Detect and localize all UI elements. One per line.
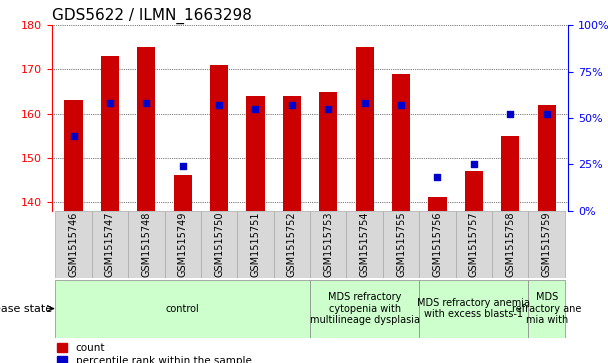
Text: GSM1515753: GSM1515753 <box>323 211 333 277</box>
Point <box>542 111 551 117</box>
Point <box>287 102 297 108</box>
Text: GDS5622 / ILMN_1663298: GDS5622 / ILMN_1663298 <box>52 8 252 24</box>
Point <box>105 100 115 106</box>
Point <box>250 106 260 112</box>
Point <box>469 161 478 167</box>
Point <box>69 134 78 139</box>
Bar <box>537 105 556 211</box>
Bar <box>165 211 201 278</box>
Bar <box>283 96 301 211</box>
Bar <box>465 171 483 211</box>
Bar <box>92 211 128 278</box>
Bar <box>429 197 446 211</box>
Bar <box>310 211 347 278</box>
Bar <box>420 280 528 338</box>
Text: GSM1515751: GSM1515751 <box>250 211 260 277</box>
Text: GSM1515747: GSM1515747 <box>105 211 115 277</box>
Text: MDS refractory
cytopenia with
multilineage dysplasia: MDS refractory cytopenia with multilinea… <box>309 292 420 325</box>
Bar <box>101 56 119 211</box>
Text: GSM1515759: GSM1515759 <box>542 211 551 277</box>
Point <box>360 100 370 106</box>
Text: disease state: disease state <box>0 303 52 314</box>
Point <box>433 174 443 180</box>
Bar <box>128 211 165 278</box>
Point <box>323 106 333 112</box>
Text: GSM1515756: GSM1515756 <box>432 211 443 277</box>
Point <box>396 102 406 108</box>
Bar <box>55 211 92 278</box>
Bar <box>455 211 492 278</box>
Bar <box>64 100 83 211</box>
Text: GSM1515750: GSM1515750 <box>214 211 224 277</box>
Bar <box>383 211 420 278</box>
Legend: count, percentile rank within the sample: count, percentile rank within the sample <box>57 343 252 363</box>
Point <box>178 163 187 169</box>
Bar <box>274 211 310 278</box>
Bar <box>137 48 156 211</box>
Text: GSM1515749: GSM1515749 <box>178 211 188 277</box>
Text: GSM1515746: GSM1515746 <box>69 211 78 277</box>
Text: GSM1515757: GSM1515757 <box>469 211 479 277</box>
Bar <box>501 136 519 211</box>
Bar <box>528 211 565 278</box>
Bar <box>492 211 528 278</box>
Bar <box>201 211 237 278</box>
Bar <box>356 48 374 211</box>
Text: GSM1515755: GSM1515755 <box>396 211 406 277</box>
Text: GSM1515748: GSM1515748 <box>141 211 151 277</box>
Text: GSM1515754: GSM1515754 <box>360 211 370 277</box>
Text: MDS refractory anemia
with excess blasts-1: MDS refractory anemia with excess blasts… <box>417 298 530 319</box>
Bar <box>310 280 420 338</box>
Text: GSM1515752: GSM1515752 <box>287 211 297 277</box>
Text: control: control <box>166 303 199 314</box>
Bar <box>174 175 192 211</box>
Point <box>505 111 515 117</box>
Point <box>214 102 224 108</box>
Text: MDS
refractory ane
mia with: MDS refractory ane mia with <box>512 292 581 325</box>
Bar <box>246 96 264 211</box>
Bar <box>528 280 565 338</box>
Point <box>142 100 151 106</box>
Bar <box>210 65 228 211</box>
Text: GSM1515758: GSM1515758 <box>505 211 515 277</box>
Bar <box>347 211 383 278</box>
Bar <box>392 74 410 211</box>
Bar <box>55 280 310 338</box>
Bar <box>420 211 455 278</box>
Bar <box>237 211 274 278</box>
Bar <box>319 91 337 211</box>
